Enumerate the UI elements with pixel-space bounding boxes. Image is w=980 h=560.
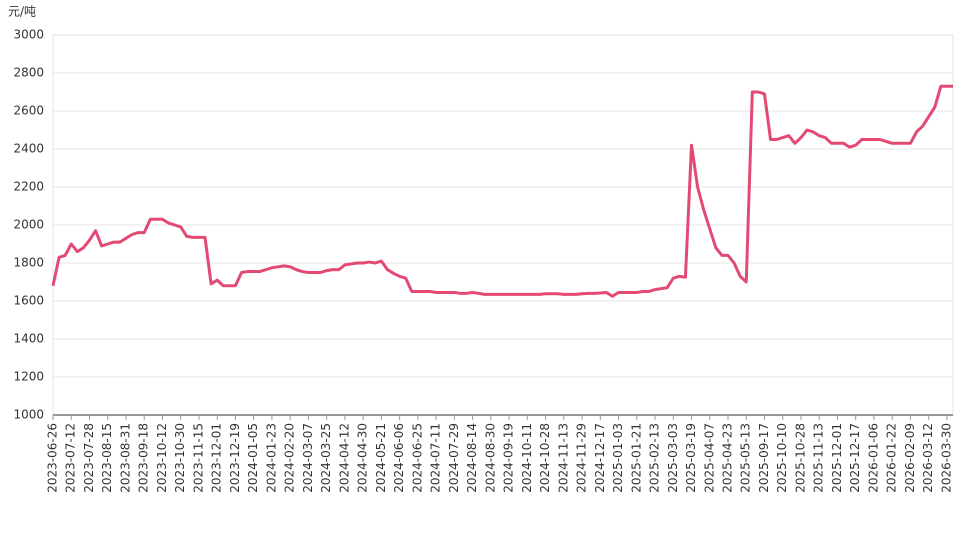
x-tick-label: 2024-08-14 [465,423,479,493]
y-tick-label: 2800 [13,66,44,80]
x-tick-label: 2024-04-12 [337,423,351,493]
y-tick-label: 2600 [13,104,44,118]
x-tick-label: 2024-11-13 [556,423,570,493]
x-tick-label: 2024-10-28 [538,423,552,493]
x-tick-label: 2026-02-09 [903,423,917,493]
x-tick-label: 2024-01-05 [246,423,260,493]
x-tick-label: 2026-01-22 [885,423,899,493]
x-tick-label: 2025-04-07 [702,423,716,493]
x-tick-label: 2025-10-28 [793,423,807,493]
y-tick-label: 1800 [13,256,44,270]
x-tick-label: 2026-03-30 [939,423,953,493]
x-tick-label: 2025-09-17 [757,423,771,493]
x-tick-label: 2025-12-17 [848,423,862,493]
y-tick-label: 2000 [13,218,44,232]
x-tick-label: 2023-08-15 [100,423,114,493]
y-tick-label: 1000 [13,408,44,422]
x-tick-label: 2026-01-06 [866,423,880,493]
x-tick-label: 2024-03-07 [301,423,315,493]
x-tick-label: 2023-08-31 [118,423,132,493]
y-tick-label: 1600 [13,294,44,308]
x-tick-label: 2024-07-11 [429,423,443,493]
x-tick-label: 2023-11-15 [191,423,205,493]
x-tick-label: 2025-12-01 [830,423,844,493]
x-tick-label: 2025-11-13 [812,423,826,493]
x-tick-label: 2023-12-19 [228,423,242,493]
x-tick-label: 2025-03-03 [666,423,680,493]
x-tick-label: 2024-09-19 [502,423,516,493]
y-axis-label: 元/吨 [8,5,36,19]
x-tick-label: 2024-06-25 [410,423,424,493]
x-tick-label: 2024-01-23 [264,423,278,493]
y-tick-label: 2200 [13,180,44,194]
x-tick-label: 2023-06-26 [46,423,60,493]
x-tick-label: 2025-02-13 [648,423,662,493]
x-tick-label: 2025-05-13 [739,423,753,493]
x-tick-label: 2025-01-03 [611,423,625,493]
x-tick-label: 2024-05-21 [374,423,388,493]
x-tick-label: 2025-04-23 [721,423,735,493]
x-tick-label: 2024-10-11 [520,423,534,493]
x-tick-label: 2024-11-29 [575,423,589,493]
x-tick-label: 2025-01-21 [629,423,643,493]
x-tick-label: 2024-08-30 [483,423,497,493]
y-tick-label: 1400 [13,332,44,346]
x-tick-label: 2025-10-10 [775,423,789,493]
y-tick-label: 3000 [13,28,44,42]
x-tick-label: 2023-07-12 [64,423,78,493]
x-tick-label: 2024-04-30 [356,423,370,493]
x-tick-label: 2023-12-01 [210,423,224,493]
x-tick-label: 2023-10-30 [173,423,187,493]
x-tick-label: 2024-06-06 [392,423,406,493]
x-tick-label: 2024-07-29 [447,423,461,493]
line [51,84,953,298]
x-tick-label: 2024-12-17 [593,423,607,493]
x-tick-label: 2023-09-18 [137,423,151,493]
x-tick-label: 2026-03-12 [921,423,935,493]
x-tick-label: 2024-02-20 [283,423,297,493]
x-tick-label: 2025-03-19 [684,423,698,493]
x-tick-label: 2023-07-28 [82,423,96,493]
y-tick-label: 1200 [13,370,44,384]
x-tick-label: 2024-03-25 [319,423,333,493]
y-tick-label: 2400 [13,142,44,156]
x-tick-label: 2023-10-12 [155,423,169,493]
